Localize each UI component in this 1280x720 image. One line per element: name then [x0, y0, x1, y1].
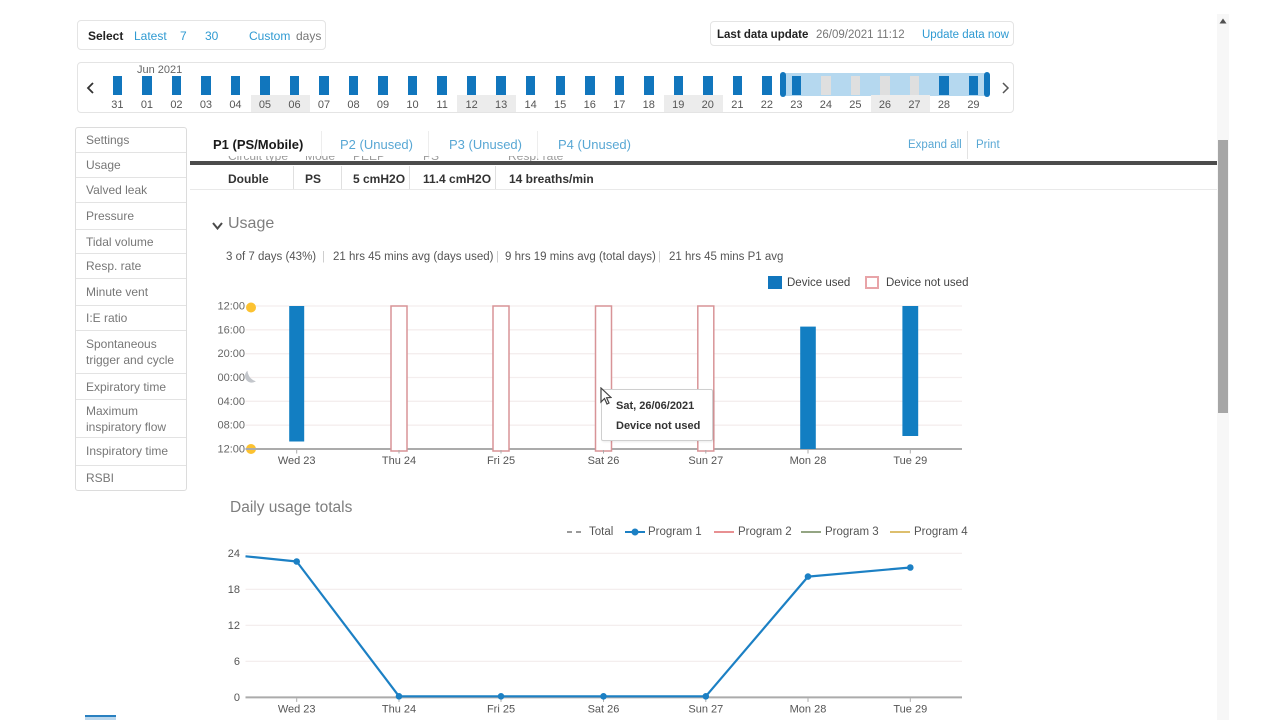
svg-text:Wed 23: Wed 23	[278, 704, 316, 716]
svg-text:Tue 29: Tue 29	[893, 455, 927, 467]
svg-text:Sat 26: Sat 26	[588, 455, 620, 467]
svg-text:Sun 27: Sun 27	[688, 704, 723, 716]
svg-text:00:00: 00:00	[217, 372, 245, 384]
svg-text:Fri 25: Fri 25	[487, 455, 515, 467]
svg-text:Tue 29: Tue 29	[893, 704, 927, 716]
svg-text:08:00: 08:00	[217, 420, 245, 432]
svg-text:Fri 25: Fri 25	[487, 704, 515, 716]
svg-text:18: 18	[228, 584, 240, 596]
svg-text:Sat 26: Sat 26	[588, 704, 620, 716]
svg-text:20:00: 20:00	[217, 348, 245, 360]
svg-text:Thu 24: Thu 24	[382, 455, 416, 467]
svg-text:6: 6	[234, 656, 240, 668]
svg-text:Sun 27: Sun 27	[688, 455, 723, 467]
svg-text:12: 12	[228, 620, 240, 632]
svg-text:Mon 28: Mon 28	[790, 455, 827, 467]
svg-text:24: 24	[228, 548, 240, 560]
svg-text:12:00: 12:00	[217, 301, 245, 313]
svg-text:12:00: 12:00	[217, 444, 245, 456]
svg-text:0: 0	[234, 692, 240, 704]
svg-text:Mon 28: Mon 28	[790, 704, 827, 716]
svg-text:04:00: 04:00	[217, 396, 245, 408]
svg-text:Wed 23: Wed 23	[278, 455, 316, 467]
svg-text:16:00: 16:00	[217, 324, 245, 336]
svg-text:Thu 24: Thu 24	[382, 704, 416, 716]
